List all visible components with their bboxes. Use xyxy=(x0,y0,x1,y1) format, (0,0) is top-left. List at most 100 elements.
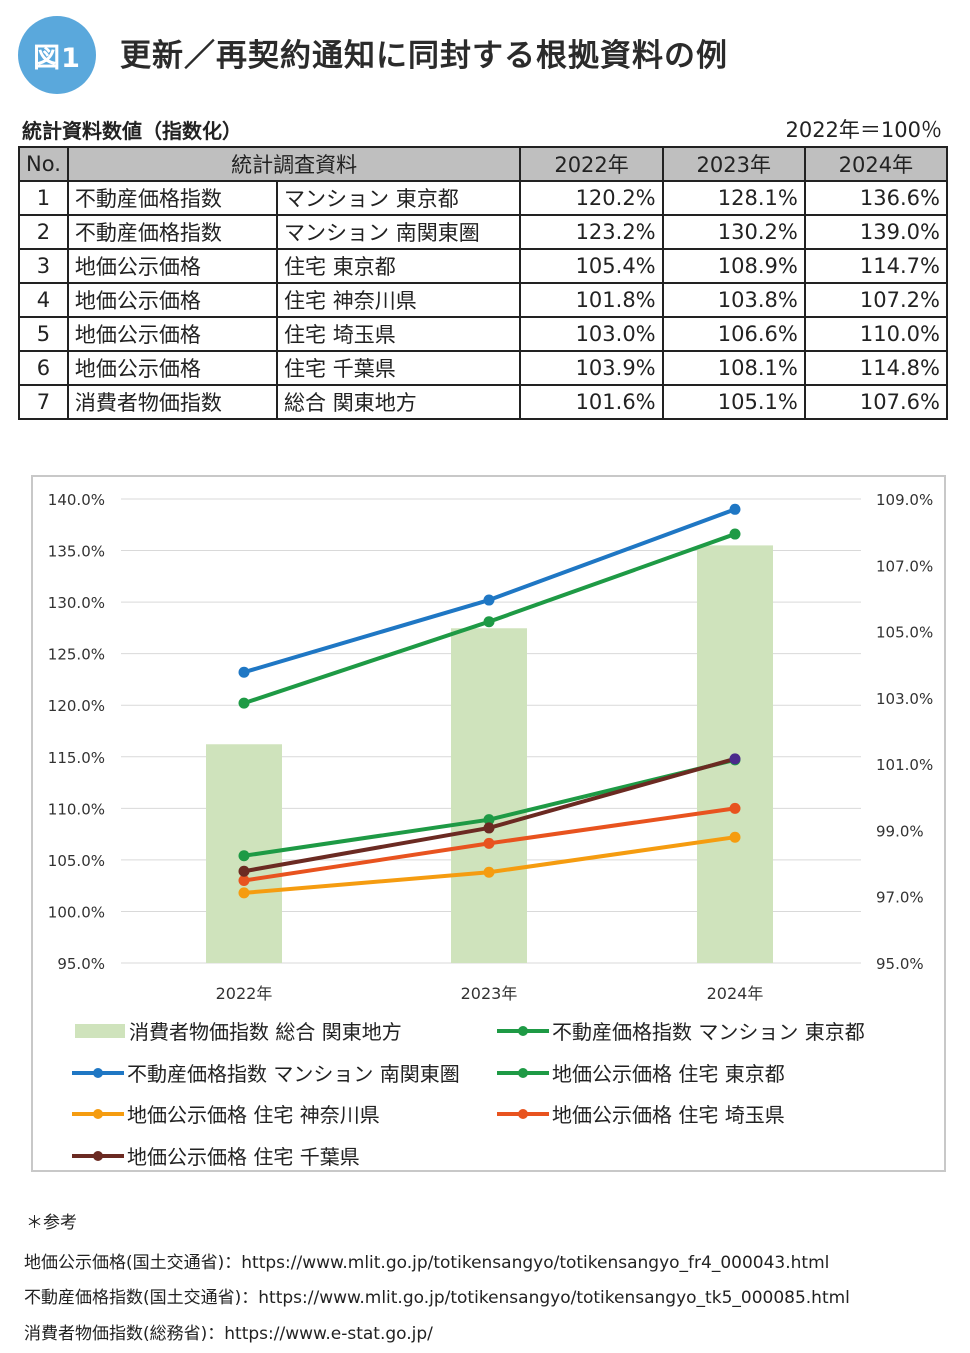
cell-source: 地価公示価格 xyxy=(66,316,279,352)
x-tick-label: 2023年 xyxy=(461,984,518,1003)
cell-2024: 114.8% xyxy=(803,350,949,386)
combo-chart: 140.0% 135.0% 130.0% 125.0% 120.0% 115.0% 110.… xyxy=(48,491,933,1003)
legend-item-series-5: 地価公示価格 住宅 埼玉県 xyxy=(496,1099,785,1128)
reference-line: 消費者物価指数(総務省)：https://www.e-stat.go.jp/ xyxy=(24,1324,433,1344)
series-point-4 xyxy=(729,831,741,843)
cell-no: 2 xyxy=(18,214,69,250)
series-point-3 xyxy=(483,814,495,826)
y-left-tick-label: 120.0% xyxy=(48,697,105,715)
series-point-5 xyxy=(238,875,250,887)
legend-line-marker xyxy=(72,1108,124,1119)
series-point-4 xyxy=(483,866,495,878)
y-left-tick-label: 115.0% xyxy=(48,749,105,767)
x-tick-label: 2024年 xyxy=(707,984,764,1003)
legend-label: 不動産価格指数 マンション 南関東圏 xyxy=(127,1062,460,1086)
y-left-tick-label: 95.0% xyxy=(57,955,105,973)
y-left-tick-label: 140.0% xyxy=(48,491,105,509)
legend-item-series-3: 地価公示価格 住宅 東京都 xyxy=(496,1058,785,1087)
series-point-2 xyxy=(729,503,741,515)
cell-detail: 住宅 神奈川県 xyxy=(276,282,522,318)
series-point-1 xyxy=(483,616,495,628)
figure-title: 更新／再契約通知に同封する根拠資料の例 xyxy=(120,38,728,74)
legend-line-marker xyxy=(497,1025,549,1036)
cell-2023: 103.8% xyxy=(661,282,806,318)
cell-2023: 108.1% xyxy=(661,350,806,386)
y-right-tick-label: 101.0% xyxy=(876,756,933,774)
table-row: 7 消費者物価指数 総合 関東地方 101.6% 105.1% 107.6% xyxy=(18,384,949,420)
legend-label: 不動産価格指数 マンション 東京都 xyxy=(552,1020,865,1044)
cell-2023: 128.1% xyxy=(661,180,806,216)
cell-2022: 123.2% xyxy=(519,214,664,250)
reference-line: 地価公示価格(国土交通省)：https://www.mlit.go.jp/tot… xyxy=(24,1253,830,1273)
series-point-6 xyxy=(729,753,741,765)
x-tick-label: 2022年 xyxy=(216,984,273,1003)
cell-source: 不動産価格指数 xyxy=(66,180,279,216)
figure-badge: 図1 xyxy=(18,16,96,94)
table-row: 3 地価公示価格 住宅 東京都 105.4% 108.9% 114.7% xyxy=(18,248,949,284)
y-right-tick-label: 99.0% xyxy=(876,822,924,840)
y-left-tick-label: 130.0% xyxy=(48,594,105,612)
header-2023: 2023年 xyxy=(661,146,806,182)
cell-detail: 住宅 東京都 xyxy=(276,248,522,284)
table-caption: 統計資料数値（指数化） xyxy=(22,119,242,143)
legend-item-series-4: 地価公示価格 住宅 神奈川県 xyxy=(71,1099,380,1128)
cell-2022: 103.0% xyxy=(519,316,664,352)
series-point-1 xyxy=(729,528,741,540)
table-row: 2 不動産価格指数 マンション 南関東圏 123.2% 130.2% 139.0% xyxy=(18,214,949,250)
series-point-4 xyxy=(238,887,250,899)
cell-2023: 130.2% xyxy=(661,214,806,250)
cell-detail: マンション 東京都 xyxy=(276,180,522,216)
header-2022: 2022年 xyxy=(519,146,664,182)
y-right-tick-label: 109.0% xyxy=(876,491,933,509)
legend-line-marker xyxy=(72,1067,124,1078)
cell-2022: 103.9% xyxy=(519,350,664,386)
table-row: 1 不動産価格指数 マンション 東京都 120.2% 128.1% 136.6% xyxy=(18,180,949,216)
legend-line-marker xyxy=(497,1108,549,1119)
cell-2023: 106.6% xyxy=(661,316,806,352)
chart-panel: 140.0% 135.0% 130.0% 125.0% 120.0% 115.0% 110.… xyxy=(31,475,946,1172)
cell-detail: 総合 関東地方 xyxy=(276,384,522,420)
y-left-tick-label: 110.0% xyxy=(48,800,105,818)
legend-label: 消費者物価指数 総合 関東地方 xyxy=(129,1020,402,1044)
series-point-5 xyxy=(483,837,495,849)
series-point-3 xyxy=(238,850,250,862)
legend-item-series-2: 不動産価格指数 マンション 南関東圏 xyxy=(71,1058,460,1087)
legend-item-cpi: 消費者物価指数 総合 関東地方 xyxy=(75,1016,402,1045)
legend-label: 地価公示価格 住宅 東京都 xyxy=(552,1062,785,1086)
cell-source: 不動産価格指数 xyxy=(66,214,279,250)
header-2024: 2024年 xyxy=(803,146,949,182)
y-right-tick-label: 95.0% xyxy=(876,955,924,973)
table-row: 6 地価公示価格 住宅 千葉県 103.9% 108.1% 114.8% xyxy=(18,350,949,386)
cell-no: 6 xyxy=(18,350,69,386)
cell-source: 消費者物価指数 xyxy=(66,384,279,420)
y-right-tick-label: 107.0% xyxy=(876,557,933,575)
cell-2024: 107.2% xyxy=(803,282,949,318)
cell-source: 地価公示価格 xyxy=(66,350,279,386)
cell-detail: マンション 南関東圏 xyxy=(276,214,522,250)
cell-no: 3 xyxy=(18,248,69,284)
y-right-tick-label: 105.0% xyxy=(876,624,933,642)
series-point-2 xyxy=(238,666,250,678)
legend-label: 地価公示価格 住宅 埼玉県 xyxy=(552,1103,785,1127)
header-source: 統計調査資料 xyxy=(66,146,522,182)
y-right-tick-label: 97.0% xyxy=(876,889,924,907)
legend-swatch-bar xyxy=(75,1023,125,1038)
series-point-6 xyxy=(238,865,250,877)
legend-label: 地価公示価格 住宅 千葉県 xyxy=(127,1145,360,1169)
cell-2022: 101.8% xyxy=(519,282,664,318)
y-right-tick-label: 103.0% xyxy=(876,690,933,708)
legend-line-marker xyxy=(497,1067,549,1078)
cell-detail: 住宅 埼玉県 xyxy=(276,316,522,352)
cell-no: 7 xyxy=(18,384,69,420)
cell-2022: 101.6% xyxy=(519,384,664,420)
cell-2024: 139.0% xyxy=(803,214,949,250)
reference-line: 不動産価格指数(国土交通省)：https://www.mlit.go.jp/to… xyxy=(24,1288,850,1308)
cell-detail: 住宅 千葉県 xyxy=(276,350,522,386)
series-point-5 xyxy=(729,802,741,814)
legend-line-marker xyxy=(72,1150,124,1161)
cell-2022: 120.2% xyxy=(519,180,664,216)
series-point-2 xyxy=(483,594,495,606)
y-left-tick-label: 100.0% xyxy=(48,903,105,921)
table-row: 5 地価公示価格 住宅 埼玉県 103.0% 106.6% 110.0% xyxy=(18,316,949,352)
